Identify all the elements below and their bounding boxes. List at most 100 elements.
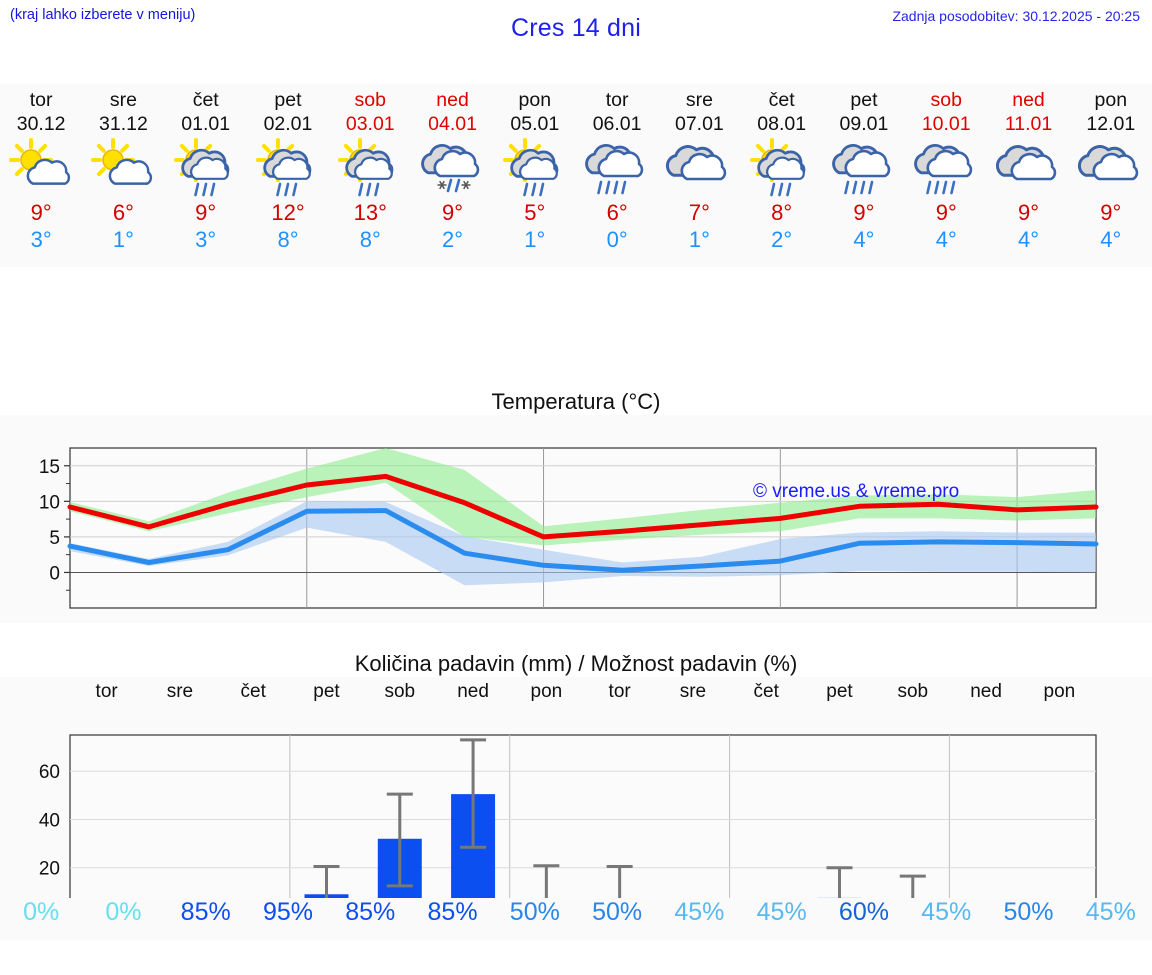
temperature-chart-title: Temperatura (°C)	[0, 383, 1152, 415]
last-update-text: Zadnja posodobitev: 30.12.2025 - 20:25	[892, 8, 1140, 24]
day-max-temp: 13°	[353, 200, 387, 225]
day-date: 10.01	[921, 113, 971, 135]
day-max-temp: 9°	[1017, 200, 1040, 225]
precipitation-probability: 95%	[262, 898, 313, 926]
precipitation-probability-row: 0% 0% 85% 95% 85% 85% 50% 50% 45% 45% 60% 45% 50% 45%	[0, 898, 1152, 940]
day-column[interactable]: ned 04.01 9° 2°	[411, 84, 493, 267]
day-column[interactable]: pet 09.01 9° 4°	[823, 84, 905, 267]
precipitation-probability: 45%	[756, 898, 807, 926]
day-max-temp: 5°	[524, 200, 546, 225]
sun-cloud-rain-icon	[255, 138, 312, 197]
day-date: 05.01	[510, 113, 560, 135]
precipitation-chart-title: Količina padavin (mm) / Možnost padavin …	[0, 645, 1152, 677]
day-date: 04.01	[428, 113, 477, 135]
day-min-temp: 1°	[524, 227, 546, 252]
day-column[interactable]: čet 01.01 9° 3°	[165, 84, 247, 267]
svg-text:15: 15	[39, 457, 60, 478]
svg-text:ned: ned	[970, 681, 1002, 702]
day-date: 12.01	[1086, 113, 1136, 135]
svg-text:sre: sre	[680, 681, 706, 702]
precipitation-probability: 45%	[921, 898, 972, 926]
day-max-temp: 9°	[935, 200, 957, 225]
day-name: pon	[518, 89, 552, 111]
day-min-temp: 0°	[606, 227, 628, 252]
day-date: 31.12	[99, 113, 148, 135]
day-min-temp: 2°	[771, 227, 793, 252]
day-max-temp: 9°	[442, 200, 464, 225]
day-name: pet	[274, 89, 302, 111]
precipitation-probability: 85%	[345, 898, 396, 926]
day-min-temp: 4°	[1100, 227, 1122, 252]
temperature-chart-panel: Temperatura (°C) 0 5 10 15 © vreme.us & vrem…	[0, 383, 1152, 623]
day-min-temp: 4°	[1017, 227, 1040, 252]
day-min-temp: 1°	[688, 227, 710, 252]
day-column[interactable]: sob 03.01 13° 8°	[329, 84, 411, 267]
day-min-temp: 4°	[935, 227, 957, 252]
day-min-temp: 4°	[853, 227, 875, 252]
cloud-rain-icon	[585, 144, 644, 195]
day-min-temp: 8°	[277, 227, 299, 252]
sun-cloud-rain-icon	[749, 138, 806, 197]
page-header: (kraj lahko izberete v meniju) Cres 14 d…	[0, 0, 1152, 46]
svg-text:sob: sob	[384, 681, 415, 702]
cloud-rain-icon	[914, 144, 973, 195]
precipitation-chart-panel: Količina padavin (mm) / Možnost padavin …	[0, 645, 1152, 930]
svg-text:pon: pon	[1044, 681, 1076, 702]
svg-text:10: 10	[39, 492, 60, 513]
day-max-temp: 9°	[853, 200, 875, 225]
day-name: pon	[1094, 89, 1128, 111]
svg-text:čet: čet	[241, 681, 267, 702]
day-column[interactable]: sre 07.01 7° 1°	[658, 84, 740, 267]
sun-cloud-rain-icon	[173, 138, 230, 197]
precipitation-probability: 50%	[1003, 898, 1054, 926]
day-max-temp: 12°	[271, 200, 305, 225]
svg-text:pon: pon	[531, 681, 563, 702]
cloud-icon	[995, 145, 1056, 181]
day-column[interactable]: čet 08.01 8° 2°	[741, 84, 823, 267]
temperature-chart: 0 5 10 15 © vreme.us & vreme.pro	[39, 447, 1099, 609]
day-name: sre	[685, 89, 713, 111]
precipitation-probability: 85%	[427, 898, 478, 926]
day-date: 01.01	[181, 113, 231, 135]
day-column[interactable]: ned 11.01 9° 4°	[987, 84, 1069, 267]
daily-forecast-strip: tor 30.12 9° 3° sre 31.12 6° 1° čet 01.01 9° 3° p…	[0, 84, 1152, 267]
day-name: čet	[768, 89, 795, 111]
day-max-temp: 6°	[606, 200, 628, 225]
svg-text:© vreme.us & vreme.pro: © vreme.us & vreme.pro	[753, 481, 959, 502]
day-column[interactable]: tor 30.12 9° 3°	[0, 84, 82, 267]
day-column[interactable]: sob 10.01 9° 4°	[905, 84, 987, 267]
day-min-temp: 3°	[195, 227, 217, 252]
svg-text:sob: sob	[897, 681, 928, 702]
cloud-icon	[666, 145, 727, 181]
cloud-icon	[1077, 145, 1139, 181]
day-max-temp: 6°	[112, 200, 134, 225]
day-date: 09.01	[839, 113, 889, 135]
day-name: sob	[354, 89, 386, 111]
day-column[interactable]: pon 12.01 9° 4°	[1070, 84, 1152, 267]
precipitation-probability: 50%	[592, 898, 643, 926]
precipitation-probability: 45%	[674, 898, 725, 926]
svg-text:pet: pet	[313, 681, 340, 702]
day-min-temp: 8°	[359, 227, 381, 252]
svg-text:20: 20	[39, 859, 60, 880]
cloud-rain-icon	[832, 144, 891, 195]
svg-text:tor: tor	[609, 681, 632, 702]
svg-text:ned: ned	[457, 681, 489, 702]
day-min-temp: 1°	[112, 227, 134, 252]
svg-text:pet: pet	[826, 681, 853, 702]
day-date: 11.01	[1004, 113, 1053, 135]
day-max-temp: 7°	[688, 200, 710, 225]
day-min-temp: 3°	[30, 227, 52, 252]
day-name: čet	[192, 89, 219, 111]
day-column[interactable]: sre 31.12 6° 1°	[82, 84, 164, 267]
day-date: 03.01	[345, 113, 395, 135]
day-column[interactable]: pon 05.01 5° 1°	[494, 84, 576, 267]
day-column[interactable]: pet 02.01 12° 8°	[247, 84, 329, 267]
day-date: 07.01	[674, 113, 724, 135]
precipitation-chart: tor sre čet pet sob ned pon tor sre čet pet sob ned p…	[39, 681, 1097, 927]
day-column[interactable]: tor 06.01 6° 0°	[576, 84, 658, 267]
day-max-temp: 9°	[1100, 200, 1122, 225]
sun-cloud-icon	[9, 138, 71, 185]
svg-text:0: 0	[49, 563, 60, 584]
day-name: sob	[930, 89, 962, 111]
